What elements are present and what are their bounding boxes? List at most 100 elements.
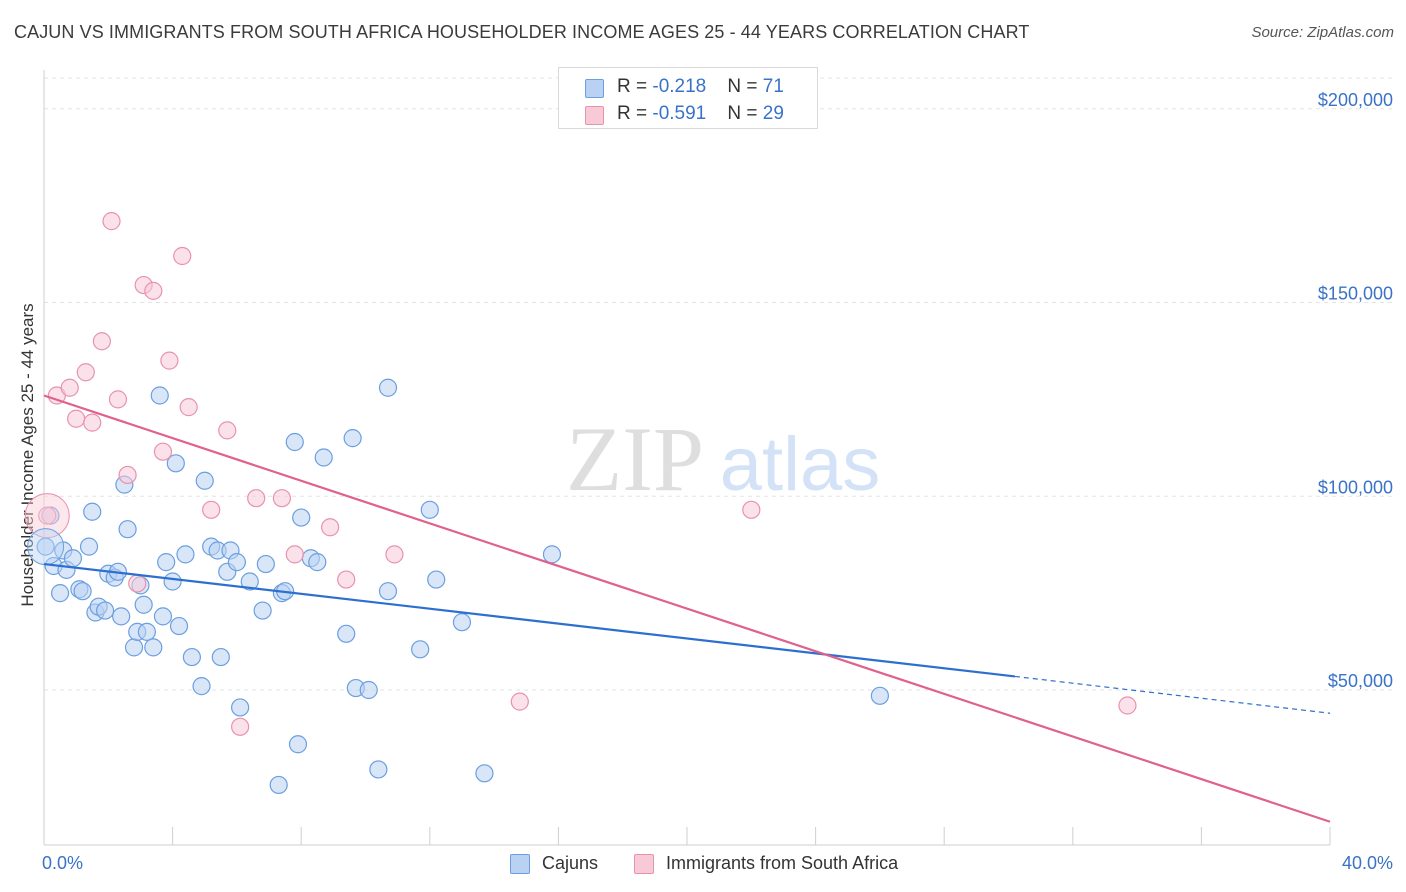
data-point-s0-55 (343, 429, 362, 448)
data-point-s0-52 (308, 553, 327, 572)
data-point-s0-40 (227, 553, 246, 572)
data-point-s1-21 (272, 489, 292, 508)
data-point-s0-8 (79, 537, 99, 556)
data-point-s1-19 (231, 717, 250, 736)
stats-text-cajuns: R = -0.218 N = 71 (617, 76, 784, 97)
legend-label-cajuns: Cajuns (542, 853, 599, 873)
watermark-atlas: atlas (720, 422, 881, 507)
data-point-s1-23 (321, 518, 340, 537)
data-point-s0-31 (176, 545, 195, 564)
tick-labels: $50,000 $100,000 $150,000 $200,000 0.0% 40.0% (42, 90, 1393, 873)
data-point-s0-61 (411, 640, 430, 659)
data-point-s0-43 (253, 601, 272, 620)
stats-box: R = -0.218 N = 71 R = -0.591 N = 29 (558, 67, 818, 129)
data-point-s0-23 (137, 622, 156, 641)
data-point-s0-63 (427, 570, 446, 589)
trend-line-s0 (43, 562, 1016, 678)
data-point-s1-9 (118, 465, 137, 485)
data-point-s1-12 (144, 281, 163, 300)
axes (43, 70, 1331, 846)
data-point-s0-19 (124, 638, 144, 657)
data-point-s0-42 (240, 572, 259, 591)
data-point-s0-27 (157, 553, 176, 572)
trend-line-dashed-s0 (1014, 675, 1331, 714)
data-point-s0-54 (337, 624, 356, 643)
data-point-s0-18 (118, 520, 137, 539)
data-point-s0-26 (153, 607, 173, 626)
x-tick-label-max: 40.0% (1342, 853, 1393, 873)
data-point-s0-57 (359, 680, 378, 700)
data-point-s0-7 (73, 582, 92, 601)
data-point-s1-5 (83, 413, 102, 432)
data-point-s0-41 (231, 698, 250, 717)
data-point-s1-15 (173, 246, 192, 266)
data-point-s1-27 (742, 500, 761, 519)
data-point-s0-16 (112, 607, 131, 626)
data-point-s1-6 (92, 332, 111, 351)
chart-source: Source: ZipAtlas.com (1251, 24, 1394, 41)
data-point-s0-12 (95, 601, 115, 620)
y-tick-label-3: $200,000 (1318, 90, 1393, 110)
data-point-s0-28 (163, 572, 182, 591)
data-point-s1-25 (385, 545, 404, 564)
data-point-s1-10 (128, 574, 147, 593)
data-point-s1-24 (337, 570, 356, 589)
data-point-s1-13 (153, 442, 173, 461)
gridlines (44, 77, 1396, 691)
data-point-s0-66 (542, 545, 562, 564)
data-point-s0-64 (452, 613, 472, 632)
stats-text-south-africa: R = -0.591 N = 29 (617, 103, 784, 124)
stats-swatch-south-africa (585, 106, 604, 125)
chart-title: CAJUN VS IMMIGRANTS FROM SOUTH AFRICA HO… (14, 22, 1030, 42)
stats-swatch-cajuns (585, 79, 604, 98)
watermark-zip: ZIP (566, 408, 704, 510)
data-point-s1-18 (218, 421, 237, 440)
data-point-s0-45 (269, 775, 288, 795)
data-point-large-cajuns (27, 528, 65, 566)
data-point-s0-59 (378, 378, 398, 397)
data-point-large-south-africa (24, 493, 70, 539)
data-point-s0-24 (144, 638, 163, 657)
data-point-s0-65 (475, 764, 494, 783)
data-point-s0-49 (288, 735, 308, 754)
data-point-s1-28 (1118, 696, 1137, 715)
y-tick-label-0: $50,000 (1328, 671, 1393, 691)
data-point-s1-17 (202, 500, 221, 519)
data-point-s0-67 (870, 686, 890, 705)
data-point-s0-58 (369, 760, 388, 779)
trend-line-s1 (43, 394, 1331, 823)
data-point-s0-3 (50, 584, 70, 603)
legend-label-south-africa: Immigrants from South Africa (666, 853, 899, 873)
data-point-s0-44 (256, 554, 275, 574)
data-point-s0-30 (169, 616, 189, 636)
data-point-s1-16 (179, 398, 198, 417)
data-point-s0-9 (83, 502, 102, 521)
data-point-s0-68 (36, 537, 55, 556)
trend-lines (43, 394, 1331, 823)
data-point-s1-0 (38, 506, 57, 525)
x-tick-label-min: 0.0% (42, 853, 83, 873)
data-point-s1-26 (510, 692, 529, 711)
data-point-s1-14 (160, 351, 179, 370)
data-point-s0-60 (378, 582, 398, 601)
legend-swatch-cajuns (510, 854, 530, 874)
data-point-s1-22 (285, 545, 304, 564)
data-point-s1-7 (102, 212, 121, 231)
data-point-s1-8 (108, 390, 128, 409)
data-point-s0-34 (195, 471, 214, 490)
data-point-s1-4 (76, 363, 95, 382)
data-point-s1-3 (67, 409, 86, 428)
data-point-s0-22 (134, 595, 153, 614)
data-point-s0-50 (292, 508, 311, 527)
data-point-s0-62 (420, 500, 439, 519)
data-point-s0-33 (192, 677, 211, 696)
data-point-s0-5 (63, 549, 83, 568)
watermark: ZIP atlas (566, 408, 880, 510)
data-point-s1-2 (60, 378, 79, 397)
data-point-s0-53 (314, 448, 333, 467)
data-point-s0-25 (150, 386, 169, 405)
data-point-s0-37 (211, 647, 230, 667)
y-tick-label-1: $100,000 (1318, 477, 1393, 497)
y-tick-label-2: $150,000 (1318, 284, 1393, 304)
